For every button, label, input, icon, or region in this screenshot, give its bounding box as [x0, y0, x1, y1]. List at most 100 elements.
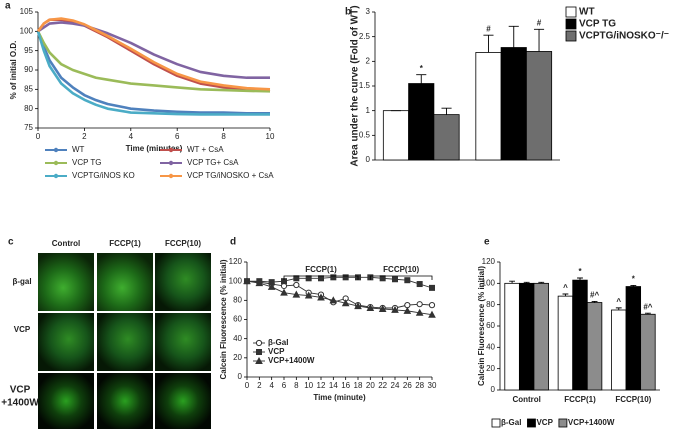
- marker: [293, 275, 300, 282]
- error-bar: [615, 307, 622, 310]
- column-label: Control: [52, 239, 80, 248]
- bar: [557, 295, 574, 391]
- marker: [342, 274, 349, 281]
- annotation: #^: [643, 302, 652, 311]
- row-label: β-gal: [12, 277, 31, 286]
- x-tick-label: 0: [245, 381, 250, 390]
- annotation-bracket: [369, 275, 433, 280]
- error-bar: [644, 312, 651, 315]
- legend-swatch: [255, 356, 263, 364]
- annotation: *: [578, 267, 582, 276]
- legend-swatch: [168, 160, 174, 166]
- marker: [318, 275, 324, 282]
- x-axis-title: Time (minutes): [126, 144, 183, 153]
- marker: [317, 293, 325, 301]
- marker: [330, 274, 337, 281]
- micrograph: [155, 313, 211, 371]
- y-tick-label: 1.5: [359, 81, 371, 90]
- annotation: FCCP(10): [383, 265, 419, 274]
- y-tick-label: 40: [233, 334, 242, 343]
- series-line: [246, 280, 433, 316]
- legend-label: WT: [579, 7, 595, 18]
- error-bar: [538, 281, 545, 284]
- micrograph: [97, 253, 153, 311]
- error-bar: [591, 301, 598, 303]
- y-tick-label: 80: [24, 104, 33, 113]
- marker: [379, 275, 386, 282]
- legend-label: VCP TG: [72, 158, 102, 167]
- bar: [518, 282, 535, 391]
- legend-swatch: [168, 173, 174, 179]
- bar: [382, 110, 410, 161]
- micrograph: [97, 373, 153, 429]
- row-label: VCP: [14, 325, 31, 334]
- legend-label: WT: [72, 145, 85, 154]
- marker: [416, 301, 423, 308]
- error-bar: [416, 74, 427, 84]
- y-tick-label: 85: [24, 84, 33, 93]
- legend-label: VCPTG/iNOS KO: [72, 171, 135, 180]
- row-label: VCP: [10, 385, 31, 396]
- micrograph: [38, 373, 94, 429]
- series-line: [36, 30, 270, 115]
- marker: [415, 308, 424, 316]
- legend-swatch: [527, 418, 536, 428]
- error-bar: [577, 277, 583, 281]
- y-tick-label: 20: [486, 364, 495, 373]
- row-label: +1400W: [1, 398, 39, 409]
- y-tick-label: 100: [482, 278, 496, 287]
- bar: [640, 313, 656, 391]
- marker: [341, 299, 350, 307]
- legend-swatch: [565, 6, 577, 18]
- y-tick-label: 80: [486, 300, 495, 309]
- x-tick-label: 2: [82, 132, 87, 141]
- panel-letter: a: [5, 1, 11, 12]
- bar: [475, 52, 502, 161]
- legend-label: VCP TG: [579, 19, 616, 30]
- y-axis-title: Area under the curve (Fold of WT): [350, 5, 361, 166]
- x-tick-label: 0: [36, 132, 41, 141]
- legend-swatch: [168, 147, 174, 153]
- micrograph: [97, 313, 153, 371]
- y-tick-label: 95: [24, 46, 33, 55]
- series-line: [36, 30, 270, 116]
- y-tick-label: 1: [366, 106, 371, 115]
- x-tick-label: 4: [269, 381, 274, 390]
- panel-letter: b: [345, 7, 351, 18]
- micrograph: [155, 253, 211, 311]
- legend-label: VCP: [536, 418, 553, 427]
- legend-swatch: [53, 160, 59, 166]
- bar: [586, 302, 603, 391]
- x-tick-label: FCCP(10): [615, 395, 651, 404]
- marker: [280, 288, 288, 296]
- annotation: #^: [590, 291, 599, 300]
- y-tick-label: 40: [486, 342, 495, 351]
- annotation-bracket: [283, 275, 359, 280]
- y-tick-label: 0: [238, 372, 243, 381]
- legend-label: β-Gal: [501, 418, 521, 427]
- y-tick-label: 0: [491, 385, 496, 394]
- y-tick-label: 120: [229, 257, 243, 266]
- series-line: [246, 280, 433, 309]
- x-tick-label: 20: [366, 381, 375, 390]
- y-tick-label: 90: [24, 65, 33, 74]
- legend-label: WT + CsA: [187, 145, 224, 154]
- error-bar: [508, 25, 519, 48]
- x-tick-label: 30: [428, 381, 437, 390]
- marker: [429, 284, 435, 291]
- error-bar: [630, 285, 637, 287]
- bar: [572, 279, 588, 391]
- marker: [293, 281, 300, 289]
- error-bar: [523, 281, 530, 284]
- bar: [525, 51, 553, 161]
- legend-swatch: [558, 418, 568, 428]
- y-axis-title: Calcein Fluorescence (% initial): [219, 259, 228, 379]
- legend-swatch: [256, 349, 262, 355]
- annotation: FCCP(1): [305, 265, 337, 274]
- x-tick-label: 8: [294, 381, 299, 390]
- marker: [428, 310, 436, 318]
- annotation: *: [420, 64, 424, 73]
- y-axis-title: % of initial O.D.: [9, 41, 18, 100]
- bar: [625, 286, 642, 391]
- legend-label: VCP: [268, 347, 285, 356]
